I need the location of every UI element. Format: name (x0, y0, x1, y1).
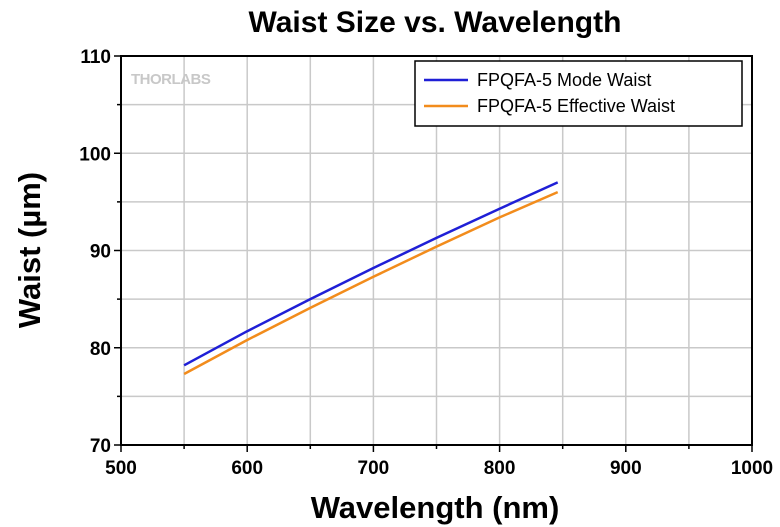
y-tick-label: 80 (90, 339, 111, 360)
chart-title: Waist Size vs. Wavelength (249, 6, 622, 39)
legend-label: FPQFA-5 Effective Waist (477, 96, 675, 116)
thorlabs-watermark: THORLABS (131, 71, 211, 88)
series-line-mode-waist (183, 181, 559, 367)
legend-label: FPQFA-5 Mode Waist (477, 70, 651, 90)
series-layer (183, 181, 559, 376)
x-tick-label: 700 (358, 458, 390, 479)
y-tick-label: 90 (90, 242, 111, 263)
series-line-effective-waist (183, 190, 559, 376)
axis-ticks: 500 600 700 800 900 1000 70 80 90 100 110 (79, 47, 773, 479)
x-tick-label: 1000 (731, 458, 773, 479)
x-tick-label: 800 (484, 458, 516, 479)
y-tick-label: 70 (90, 436, 111, 457)
y-tick-label: 100 (79, 144, 111, 165)
y-tick-label: 110 (80, 47, 111, 68)
x-tick-label: 600 (231, 458, 263, 479)
x-tick-label: 500 (105, 458, 137, 479)
x-axis-label: Wavelength (nm) (311, 490, 560, 525)
legend-box (414, 60, 743, 127)
y-axis-label: Waist (µm) (12, 172, 47, 328)
x-tick-label: 900 (610, 458, 642, 479)
legend: FPQFA-5 Mode Waist FPQFA-5 Effective Wais… (414, 60, 743, 127)
